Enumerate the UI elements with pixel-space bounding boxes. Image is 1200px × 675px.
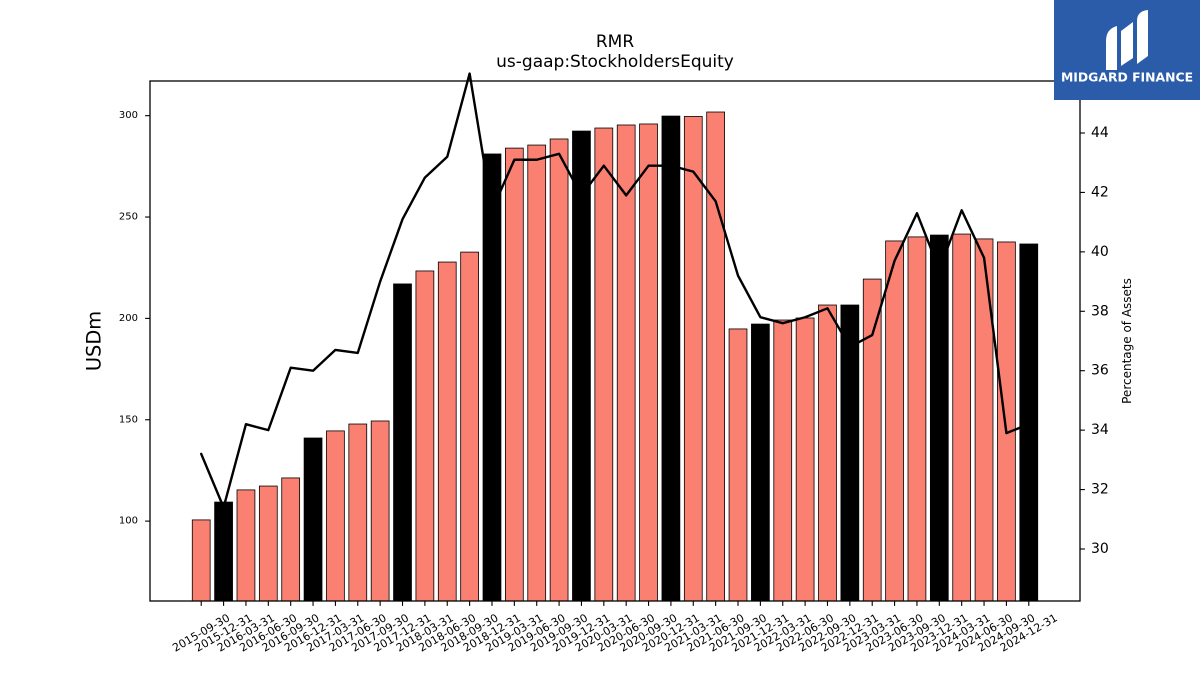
midgard-logo-icon xyxy=(1106,10,1148,70)
bar xyxy=(661,115,681,601)
logo-icon-part xyxy=(1121,22,1133,66)
bar xyxy=(415,270,435,601)
axis-ticks: 2015-09-302015-12-312016-03-312016-06-30… xyxy=(119,110,1109,654)
bar xyxy=(191,519,211,601)
logo-icon-part xyxy=(1137,10,1148,64)
bar xyxy=(370,420,390,601)
bar xyxy=(728,328,748,601)
y-tick-label: 150 xyxy=(119,414,138,425)
bar xyxy=(326,430,345,601)
y2-tick-label: 38 xyxy=(1091,303,1109,319)
bar xyxy=(549,138,569,601)
percentage-of-assets-line xyxy=(200,72,1030,509)
bar xyxy=(840,304,860,601)
y-tick-label: 250 xyxy=(119,212,138,223)
bar xyxy=(214,501,233,601)
bar xyxy=(885,240,904,601)
bar xyxy=(482,153,502,601)
bar xyxy=(952,233,972,601)
bar xyxy=(639,123,658,601)
bar xyxy=(683,116,703,601)
bar xyxy=(527,144,547,601)
plot-frame xyxy=(149,80,1081,602)
logo-icon-part xyxy=(1106,26,1117,70)
y2-tick-label: 36 xyxy=(1091,363,1109,379)
bar xyxy=(795,317,815,601)
bar xyxy=(862,278,882,601)
bar xyxy=(258,485,278,601)
y2-tick-label: 32 xyxy=(1091,482,1109,498)
bar xyxy=(236,489,256,601)
y2-axis-label: Percentage of Assets xyxy=(1120,278,1134,404)
bar xyxy=(393,283,412,601)
bar xyxy=(303,437,323,601)
bar xyxy=(751,323,770,601)
bar xyxy=(929,234,949,601)
bar xyxy=(437,261,457,601)
chart-title: RMR xyxy=(596,32,634,52)
bar xyxy=(974,238,994,601)
chart-subtitle: us-gaap:StockholdersEquity xyxy=(496,52,734,72)
bar xyxy=(348,423,368,601)
y2-tick-label: 34 xyxy=(1091,422,1109,438)
bar xyxy=(594,127,614,601)
bar xyxy=(706,111,725,601)
bar xyxy=(504,147,524,601)
bar-series xyxy=(191,111,1039,601)
y-tick-label: 300 xyxy=(119,110,138,121)
bar xyxy=(572,130,591,601)
logo-text: MIDGARD FINANCE xyxy=(1061,70,1193,85)
bar xyxy=(616,124,636,601)
bar xyxy=(1019,243,1039,601)
line-series xyxy=(200,72,1030,509)
y-tick-label: 100 xyxy=(119,516,138,527)
y2-tick-label: 30 xyxy=(1091,541,1109,557)
y-axis-label: USDm xyxy=(83,311,106,371)
bar xyxy=(460,251,479,601)
y-tick-label: 200 xyxy=(119,313,138,324)
bar xyxy=(997,241,1016,601)
bar xyxy=(818,304,837,601)
logo: MIDGARD FINANCE xyxy=(1054,0,1200,100)
y2-tick-label: 42 xyxy=(1091,184,1109,200)
bar xyxy=(773,319,793,601)
y2-tick-label: 40 xyxy=(1091,244,1109,260)
bar xyxy=(907,236,927,601)
bar xyxy=(281,477,301,601)
y2-tick-label: 44 xyxy=(1091,125,1109,141)
